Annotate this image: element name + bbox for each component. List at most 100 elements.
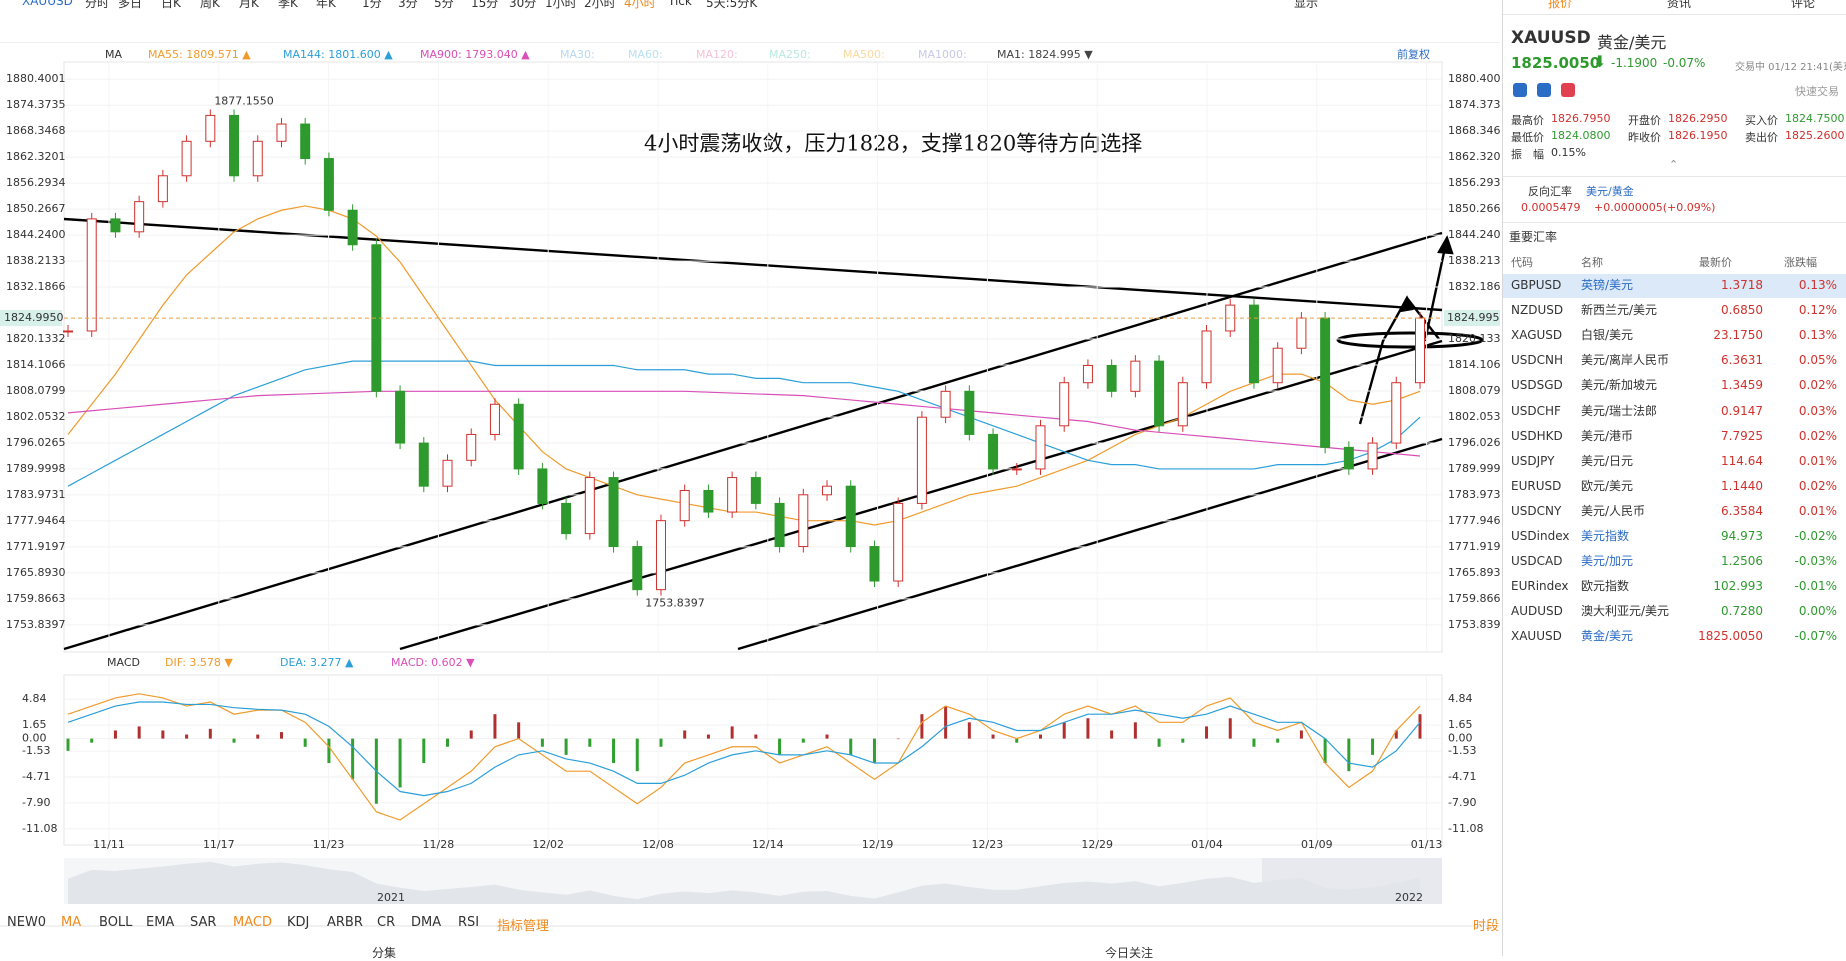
period-tab[interactable]: 多日 — [118, 0, 143, 10]
indicator-tab[interactable]: 指标管理 — [497, 919, 550, 934]
watch-row[interactable]: USDCAD 美元/加元 1.2506 -0.03% — [1503, 550, 1846, 574]
icon-button[interactable] — [1561, 83, 1575, 97]
stat-value: 1824.0800 — [1551, 129, 1611, 142]
y-tick-label: 1771.9197 — [1448, 540, 1500, 553]
row-name: 美元/离岸人民币 — [1581, 353, 1670, 368]
row-code: USDCNY — [1511, 503, 1562, 518]
period-tab[interactable]: 月K — [239, 0, 259, 10]
ma-legend: MA30: — [560, 48, 595, 61]
watch-row[interactable]: XAGUSD 白银/美元 23.1750 0.13% — [1503, 324, 1846, 348]
row-name: 澳大利亚元/美元 — [1581, 604, 1670, 619]
period-tab[interactable]: Tick — [668, 0, 692, 8]
watch-row[interactable]: USDCHF 美元/瑞士法郎 0.9147 0.03% — [1503, 400, 1846, 424]
row-name: 欧元/美元 — [1581, 478, 1634, 493]
y-tick-label: 1771.9197 — [6, 540, 66, 553]
candle-body — [727, 477, 738, 513]
indicator-tab[interactable]: ARBR — [327, 915, 363, 930]
y-tick-label: 1.65 — [1448, 718, 1473, 731]
candle-body — [1248, 304, 1259, 384]
panel-change: -1.1900 — [1611, 56, 1658, 70]
y-tick-label: 1814.1066 — [6, 358, 66, 371]
session-button[interactable]: 时段 — [1473, 919, 1500, 934]
period-tab[interactable]: 季K — [278, 0, 298, 10]
watch-row[interactable]: XAUUSD 黄金/美元 1825.0050 -0.07% — [1503, 625, 1846, 649]
watch-row[interactable]: USDJPY 美元/日元 114.64 0.01% — [1503, 450, 1846, 474]
y-tick-label: 1789.9998 — [6, 462, 66, 475]
period-tab[interactable]: 1小时 — [545, 0, 577, 10]
row-change: 0.01% — [1798, 453, 1837, 468]
trend-line — [63, 217, 1443, 312]
navigator-area — [68, 861, 1420, 904]
watch-row[interactable]: EURindex 欧元指数 102.993 -0.01% — [1503, 575, 1846, 599]
indicator-tab[interactable]: MACD — [233, 915, 272, 930]
stat-label: 最低价 — [1511, 131, 1544, 144]
watch-row[interactable]: USDindex 美元指数 94.973 -0.02% — [1503, 525, 1846, 549]
period-tab[interactable]: 15分 — [471, 0, 499, 10]
candle-body — [845, 485, 856, 548]
indicator-tab[interactable]: KDJ — [287, 915, 310, 930]
row-change: 0.13% — [1798, 278, 1837, 292]
macd-bar — [1228, 718, 1232, 739]
macd-bar — [1062, 722, 1066, 739]
row-price: 102.993 — [1713, 579, 1763, 594]
period-tab[interactable]: 1分 — [362, 0, 382, 10]
watch-row[interactable]: USDCNY 美元/人民币 6.3584 0.01% — [1503, 500, 1846, 524]
indicator-tab[interactable]: RSI — [458, 915, 480, 930]
stat-value: 1826.7950 — [1551, 112, 1611, 125]
x-tick-label: 11/11 — [93, 838, 125, 851]
macd-bar — [517, 722, 521, 739]
watch-row[interactable]: GBPUSD 英镑/美元 1.3718 0.13% — [1503, 274, 1846, 298]
indicator-tab[interactable]: EMA — [146, 915, 175, 930]
period-tab[interactable]: 4小时 — [624, 0, 656, 10]
candle-body — [181, 140, 192, 177]
panel-tab[interactable]: 评论 — [1791, 0, 1816, 10]
indicator-tab[interactable]: SAR — [190, 915, 217, 930]
period-tab[interactable]: 3分 — [398, 0, 418, 10]
bottom-tab[interactable]: 分集 — [372, 946, 397, 960]
watch-row[interactable]: NZDUSD 新西兰元/美元 0.6850 0.12% — [1503, 299, 1846, 323]
icon-button[interactable] — [1537, 83, 1551, 97]
candle-body — [1177, 382, 1188, 427]
row-name: 美元/新加坡元 — [1581, 378, 1658, 393]
watch-row[interactable]: AUDUSD 澳大利亚元/美元 0.7280 0.00% — [1503, 600, 1846, 624]
row-code: NZDUSD — [1511, 303, 1564, 318]
candle-body — [347, 209, 358, 246]
macd-bar — [469, 730, 473, 739]
period-tab[interactable]: 5分 — [434, 0, 454, 10]
y-tick-label: 1838.2133 — [1448, 254, 1500, 267]
panel-tab[interactable]: 报价 — [1548, 0, 1573, 10]
panel-tab[interactable]: 资讯 — [1667, 0, 1692, 10]
macd-bar — [137, 726, 141, 739]
bottom-tab[interactable]: 今日关注 — [1105, 946, 1154, 960]
indicator-tab[interactable]: BOLL — [99, 915, 133, 930]
row-name: 白银/美元 — [1581, 328, 1634, 343]
quick-trade[interactable]: 快速交易 — [1795, 85, 1839, 98]
watch-row[interactable]: USDSGD 美元/新加坡元 1.3459 0.02% — [1503, 374, 1846, 398]
indicator-tab[interactable]: MA — [61, 915, 82, 930]
period-tab[interactable]: 5天:5分K — [706, 0, 758, 10]
dea-line — [67, 701, 1421, 797]
display-menu[interactable]: 显示 — [1294, 0, 1319, 10]
period-tab[interactable]: 年K — [316, 0, 336, 10]
period-tab[interactable]: 周K — [200, 0, 220, 10]
period-tab[interactable]: 分时 — [85, 0, 110, 10]
indicator-tab[interactable]: NEW0 — [7, 915, 47, 930]
watch-row[interactable]: USDCNH 美元/离岸人民币 6.3631 0.05% — [1503, 349, 1846, 373]
adjust-button[interactable]: 前复权 — [1397, 47, 1430, 61]
macd-bar — [1299, 730, 1303, 739]
macd-bar — [896, 738, 900, 740]
period-tab[interactable]: 日K — [161, 0, 181, 10]
macd-bar — [967, 722, 971, 739]
watch-row[interactable]: EURUSD 欧元/美元 1.1440 0.02% — [1503, 475, 1846, 499]
y-tick-label: 1820.1332 — [1448, 332, 1500, 345]
indicator-tab[interactable]: DMA — [411, 915, 442, 930]
indicator-tab[interactable]: CR — [377, 915, 396, 930]
row-change: 0.00% — [1798, 604, 1837, 619]
trend-line — [737, 437, 1443, 651]
icon-button[interactable] — [1513, 83, 1527, 97]
period-tab[interactable]: 30分 — [509, 0, 537, 10]
watch-row[interactable]: USDHKD 美元/港币 7.7925 0.02% — [1503, 425, 1846, 449]
row-change: 0.03% — [1798, 403, 1837, 418]
macd-bar — [1394, 730, 1398, 739]
period-tab[interactable]: 2小时 — [584, 0, 616, 10]
